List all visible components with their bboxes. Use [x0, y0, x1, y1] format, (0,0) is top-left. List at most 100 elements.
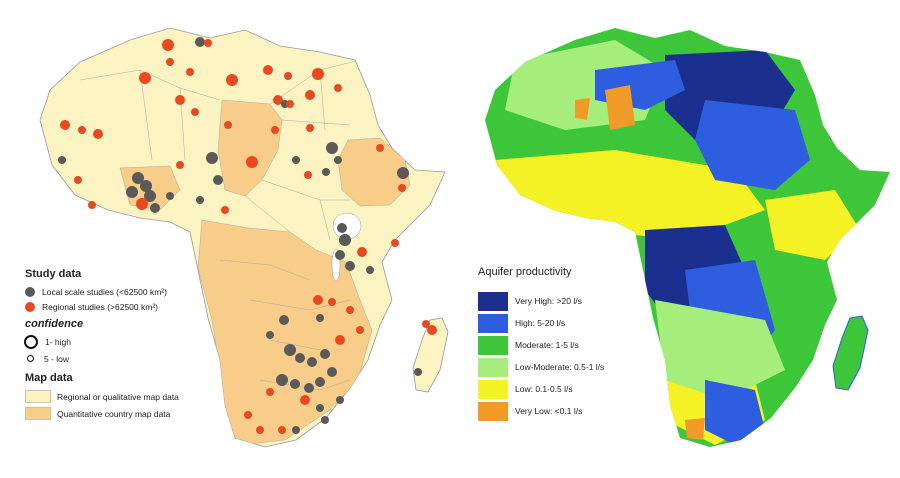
zone-very-low-sahara-2	[575, 98, 590, 120]
local-dot-swatch	[25, 286, 35, 297]
local-study-point	[304, 383, 314, 393]
legend-regional: Regional studies (>62500 km²)	[25, 300, 225, 313]
local-study-point	[132, 172, 144, 184]
map-data-title: Map data	[25, 372, 73, 384]
regional-study-point	[246, 156, 258, 168]
aquifer-productivity-legend: Aquifer productivity Very High: >20 l/s …	[478, 266, 678, 423]
local-study-point	[315, 377, 325, 387]
legend-quant-map: Quantitative country map data	[25, 406, 225, 421]
very-high-label: Very High: >20 l/s	[515, 296, 582, 306]
regional-study-point	[78, 126, 86, 134]
local-study-point	[334, 156, 342, 164]
local-study-point	[196, 196, 204, 204]
regional-study-point	[328, 298, 336, 306]
local-study-point	[195, 37, 205, 47]
low-ring-swatch	[27, 355, 34, 362]
quant-region-south	[197, 219, 373, 446]
zone-low-moderate-south	[655, 300, 785, 400]
aquifer-productivity-title: Aquifer productivity	[478, 266, 572, 278]
regional-dot-swatch	[25, 301, 35, 312]
madagascar-left	[412, 317, 449, 393]
low-moderate-swatch	[478, 357, 508, 377]
local-study-point	[339, 234, 351, 246]
regional-study-point	[278, 426, 286, 434]
local-study-point	[279, 315, 289, 325]
regional-study-point	[376, 144, 384, 152]
regional-study-point	[391, 239, 399, 247]
regional-study-point	[356, 326, 364, 334]
legend-low: 5 - low	[25, 352, 225, 365]
legend-moderate: Moderate: 1-5 l/s	[478, 335, 678, 355]
low-label: 5 - low	[44, 353, 70, 364]
quant-region-ethiopia	[337, 137, 411, 207]
regional-map-label: Regional or qualitative map data	[57, 391, 179, 402]
regional-study-point	[175, 95, 185, 105]
local-study-point	[345, 261, 355, 271]
local-study-point	[337, 223, 347, 233]
moderate-label: Moderate: 1-5 l/s	[515, 340, 579, 350]
regional-study-point	[191, 108, 199, 116]
local-study-point	[126, 186, 138, 198]
regional-study-point	[398, 184, 406, 192]
study-data-legend: Study data Local scale studies (<62500 k…	[24, 268, 225, 423]
legend-low: Low: 0.1-0.5 l/s	[478, 379, 678, 399]
regional-study-point	[334, 84, 342, 92]
quant-map-swatch	[25, 407, 51, 420]
local-study-point	[316, 404, 324, 412]
regional-study-point	[273, 95, 283, 105]
local-study-point	[290, 379, 300, 389]
high-label: 1- high	[45, 337, 71, 347]
regional-study-point	[93, 129, 103, 139]
local-study-point	[213, 175, 223, 185]
high-ring-swatch	[24, 335, 38, 349]
local-study-point	[414, 368, 422, 376]
regional-study-point	[422, 320, 430, 328]
regional-study-point	[271, 126, 279, 134]
regional-study-point	[221, 206, 229, 214]
regional-study-point	[300, 395, 310, 405]
legend-low-moderate: Low-Moderate: 0.5-1 l/s	[478, 357, 678, 377]
regional-study-point	[335, 335, 345, 345]
regional-study-point	[74, 176, 82, 184]
local-study-point	[150, 203, 160, 213]
very-low-swatch	[478, 401, 508, 421]
regional-study-point	[306, 124, 314, 132]
regional-label: Regional studies (>62500 km²)	[42, 301, 158, 312]
regional-study-point	[224, 121, 232, 129]
local-study-point	[276, 374, 288, 386]
local-study-point	[336, 396, 344, 404]
legend-high: High: 5-20 l/s	[478, 313, 678, 333]
local-study-point	[307, 357, 317, 367]
zone-high-south	[705, 380, 765, 445]
confidence-title: confidence	[25, 318, 84, 330]
study-data-map	[20, 0, 450, 470]
regional-study-point	[166, 58, 174, 66]
regional-study-point	[139, 72, 151, 84]
regional-study-point	[176, 161, 184, 169]
local-study-point	[206, 152, 218, 164]
aquifer-productivity-map	[465, 0, 895, 470]
very-high-swatch	[478, 291, 508, 311]
legend-local: Local scale studies (<62500 km²)	[25, 285, 225, 298]
local-study-point	[326, 142, 338, 154]
regional-map-swatch	[25, 390, 51, 403]
regional-study-point	[244, 411, 252, 419]
low-label-ap: Low: 0.1-0.5 l/s	[515, 384, 573, 394]
regional-study-point	[284, 72, 292, 80]
local-study-point	[295, 353, 305, 363]
local-label: Local scale studies (<62500 km²)	[42, 286, 167, 297]
madagascar-right	[832, 315, 869, 391]
local-study-point	[58, 156, 66, 164]
legend-regional-map: Regional or qualitative map data	[25, 389, 225, 404]
regional-study-point	[263, 65, 273, 75]
legend-very-high: Very High: >20 l/s	[478, 291, 678, 311]
local-study-point	[166, 192, 174, 200]
local-study-point	[292, 156, 300, 164]
regional-study-point	[346, 306, 354, 314]
local-study-point	[320, 349, 330, 359]
local-study-point	[292, 426, 300, 434]
study-data-title: Study data	[25, 268, 82, 280]
zone-high-east-sahel	[695, 100, 810, 190]
legend-high: 1- high	[24, 334, 225, 350]
local-study-point	[144, 190, 156, 202]
